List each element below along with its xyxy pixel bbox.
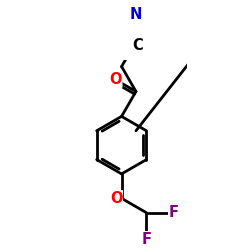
- Text: F: F: [169, 205, 179, 220]
- Text: O: O: [109, 72, 122, 87]
- Text: N: N: [130, 7, 142, 22]
- Text: C: C: [133, 38, 143, 53]
- Text: O: O: [110, 191, 122, 206]
- Text: F: F: [142, 232, 152, 248]
